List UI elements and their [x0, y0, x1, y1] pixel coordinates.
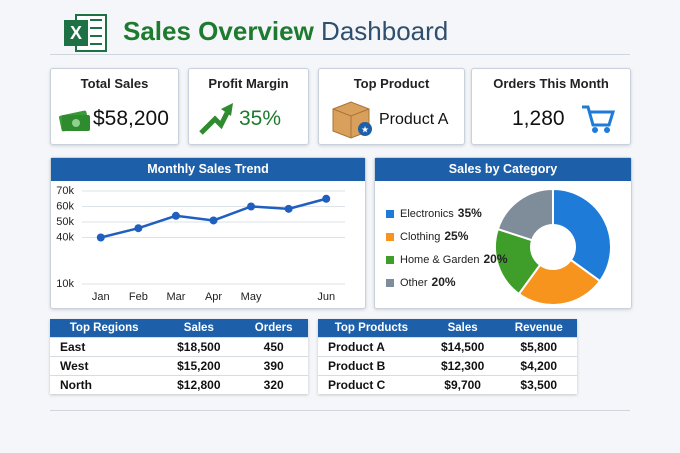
table-cell: Product A	[318, 337, 425, 357]
x-tick-label: Apr	[205, 291, 222, 303]
kpi-value: Product A	[379, 111, 449, 128]
table-row: East $18,500 450	[50, 337, 308, 357]
kpi-label: Orders This Month	[493, 76, 609, 91]
header-cell: Top Regions	[50, 319, 159, 338]
table-cell: $3,500	[500, 375, 577, 394]
legend-label: Home & Garden	[400, 254, 479, 266]
kpi-label: Profit Margin	[208, 76, 289, 91]
table-cell: 320	[239, 375, 308, 394]
pie-segment	[517, 258, 602, 306]
kpi-card: Orders This Month 1,280	[471, 68, 631, 145]
x-tick-label: Feb	[129, 291, 148, 303]
svg-text:★: ★	[361, 124, 369, 134]
header-cell: Top Products	[318, 319, 425, 338]
legend-swatch	[386, 210, 394, 218]
arrow-icon	[199, 103, 233, 135]
table-cell: $4,200	[500, 356, 577, 376]
table-cell: Product C	[318, 375, 425, 394]
data-table: Top Regions Sales Orders East $18,500 450 West…	[50, 319, 308, 394]
legend-label: Electronics	[400, 208, 454, 220]
point	[322, 194, 331, 203]
table-cell: $12,800	[158, 375, 240, 394]
legend-label: Clothing	[400, 231, 440, 243]
title-rest: Dashboard	[321, 16, 449, 46]
y-tick-label: 60k	[56, 200, 74, 212]
title-main: Sales Overview	[123, 16, 314, 46]
svg-text:X: X	[70, 23, 82, 43]
divider	[50, 410, 630, 411]
data-table: Top Products Sales Revenue Product A $14,500…	[318, 319, 577, 394]
excel-icon: X	[64, 14, 107, 52]
pie-segment	[496, 187, 554, 242]
charts: 10k 40k 50k 60k 70k Jan Feb Mar Apr May Jun Electro…	[56, 185, 612, 306]
panel-title: Sales by Category	[375, 158, 631, 181]
legend-swatch	[386, 279, 394, 287]
x-tick-label: Mar	[166, 291, 185, 303]
table-row: Product B $12,300 $4,200	[318, 356, 577, 376]
x-tick-label: Jun	[317, 291, 335, 303]
table-row: West $15,200 390	[50, 356, 308, 376]
kpi-card: Total Sales $58,200	[50, 68, 179, 145]
y-tick-label: 10k	[56, 278, 74, 290]
legend-value: 35%	[458, 206, 482, 220]
table-cell: Product B	[318, 356, 425, 376]
header-cell: Orders	[239, 319, 308, 338]
divider	[50, 54, 630, 55]
point	[209, 216, 218, 225]
y-tick-label: 70k	[56, 185, 74, 197]
point	[284, 204, 293, 213]
table-cell: $15,200	[158, 356, 240, 376]
table-row: Product A $14,500 $5,800	[318, 337, 577, 357]
page-title: Sales Overview Dashboard	[123, 16, 448, 47]
header-row: Top Regions Sales Orders	[50, 319, 308, 338]
pie-segment	[552, 187, 612, 283]
legend-swatch	[386, 233, 394, 241]
table-cell: $18,500	[158, 337, 240, 357]
kpi-value: 35%	[239, 107, 282, 130]
table-cell: $9,700	[424, 375, 501, 394]
point	[96, 233, 105, 242]
table-row: Product C $9,700 $3,500	[318, 375, 577, 394]
point	[171, 211, 180, 220]
table-cell: $14,500	[424, 337, 501, 357]
panel-title: Monthly Sales Trend	[51, 158, 365, 181]
kpi-label: Total Sales	[80, 76, 149, 91]
legend-label: Other	[400, 277, 428, 289]
cart-icon	[582, 105, 616, 133]
table-cell: 450	[239, 337, 308, 357]
y-tick-label: 50k	[56, 216, 74, 228]
header-cell: Sales	[424, 319, 501, 338]
money-icon	[59, 110, 90, 132]
kpi-card: Profit Margin 35%	[188, 68, 309, 145]
table-row: North $12,800 320	[50, 375, 308, 394]
x-tick-label: May	[241, 291, 262, 303]
table-cell: West	[50, 356, 159, 376]
kpi-value: 1,280	[512, 107, 565, 130]
legend-value: 25%	[444, 229, 468, 243]
table-cell: North	[50, 375, 159, 394]
kpi-card: Top Product ★ Product A	[318, 68, 465, 145]
x-tick-label: Jan	[92, 291, 110, 303]
legend-value: 20%	[432, 275, 456, 289]
point	[247, 202, 256, 211]
header-row: Top Products Sales Revenue	[318, 319, 577, 338]
header-cell: Sales	[158, 319, 240, 338]
kpi-label: Top Product	[353, 76, 430, 91]
kpi-value: $58,200	[93, 107, 169, 130]
table-cell: $12,300	[424, 356, 501, 376]
table-cell: East	[50, 337, 159, 357]
legend-value: 20%	[483, 252, 507, 266]
legend-swatch	[386, 256, 394, 264]
point	[134, 224, 143, 233]
box-icon: ★	[332, 101, 372, 139]
y-tick-label: 40k	[56, 231, 74, 243]
table-cell: 390	[239, 356, 308, 376]
header-cell: Revenue	[500, 319, 577, 338]
table-cell: $5,800	[500, 337, 577, 357]
